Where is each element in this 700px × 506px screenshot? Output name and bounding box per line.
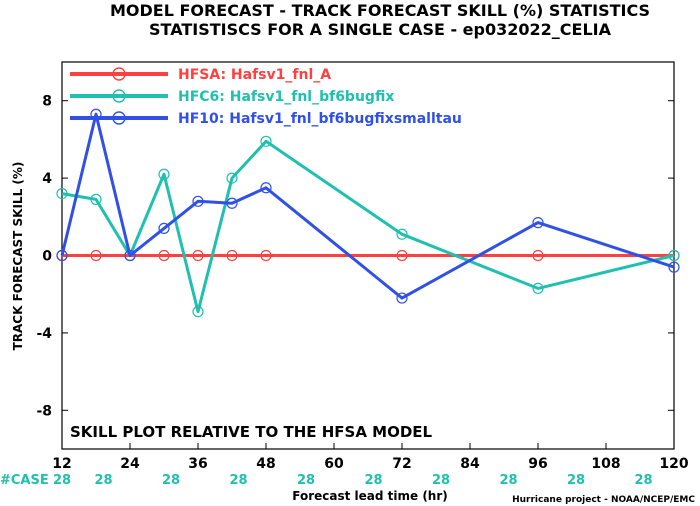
data-point-hfc6 xyxy=(260,135,272,147)
series-hfc6 xyxy=(56,135,680,318)
x-tick-label: 36 xyxy=(188,456,207,472)
data-point-hfc6 xyxy=(56,187,68,200)
data-point-hf10 xyxy=(124,249,136,262)
data-point-hf10 xyxy=(192,195,204,207)
y-tick-label: 8 xyxy=(42,94,52,110)
legend-marker-hfsa xyxy=(112,67,126,81)
data-point-hfc6 xyxy=(668,249,680,262)
series-layer xyxy=(56,108,680,318)
data-point-hf10 xyxy=(396,292,408,304)
x-tick-label: 84 xyxy=(460,456,480,472)
data-point-hfsa xyxy=(158,249,170,262)
x-tick-label: 60 xyxy=(324,456,344,472)
legend-label-hf10: HF10: Hafsv1_fnl_bf6bugfixsmalltau xyxy=(178,111,462,127)
data-point-hfsa xyxy=(192,249,204,262)
credit-text: Hurricane project - NOAA/NCEP/EMC xyxy=(512,495,695,505)
y-tick-label: -4 xyxy=(36,326,52,342)
case-label: #CASE xyxy=(0,473,49,488)
data-point-hf10 xyxy=(226,197,238,209)
case-count: 28 xyxy=(499,473,517,488)
x-tick-label: 120 xyxy=(659,456,688,472)
data-point-hfsa xyxy=(396,249,408,262)
series-line-hfc6 xyxy=(61,139,675,314)
case-count: 28 xyxy=(94,473,112,488)
x-tick-label: 24 xyxy=(120,456,140,472)
case-count: 28 xyxy=(567,473,585,488)
x-tick-label: 96 xyxy=(528,456,547,472)
data-point-hfc6 xyxy=(90,193,102,205)
y-tick-label: -8 xyxy=(36,403,52,419)
chart-title: MODEL FORECAST - TRACK FORECAST SKILL (%… xyxy=(110,1,650,20)
case-count: 28 xyxy=(229,473,247,488)
legend: HFSA: Hafsv1_fnl_A HFC6: Hafsv1_fnl_bf6bu… xyxy=(70,67,462,127)
case-count: 28 xyxy=(634,473,652,488)
data-point-hfsa xyxy=(532,249,544,262)
case-count: 28 xyxy=(364,473,382,488)
data-point-hfc6 xyxy=(532,282,544,294)
case-count: 28 xyxy=(53,473,71,488)
data-point-hfc6 xyxy=(192,306,204,318)
data-point-hfsa xyxy=(260,249,272,262)
x-tick-label: 72 xyxy=(392,456,411,472)
data-point-hfc6 xyxy=(158,168,170,180)
data-point-hf10 xyxy=(158,222,170,235)
x-axis-ticks: 12 24 36 48 60 72 84 96 108 120 xyxy=(52,443,689,472)
data-point-hfc6 xyxy=(226,172,238,184)
data-point-hfsa xyxy=(226,249,238,262)
data-point-hf10 xyxy=(260,182,272,194)
data-point-hf10 xyxy=(56,249,68,262)
series-line-hf10 xyxy=(60,112,675,300)
data-point-hf10 xyxy=(532,217,544,229)
legend-label-hfc6: HFC6: Hafsv1_fnl_bf6bugfix xyxy=(178,89,394,105)
case-count: 28 xyxy=(432,473,450,488)
y-tick-label: 0 xyxy=(42,249,52,265)
series-hf10 xyxy=(56,108,680,304)
y-tick-label: 4 xyxy=(42,171,52,187)
data-point-hfsa xyxy=(90,249,102,262)
x-tick-label: 12 xyxy=(52,456,71,472)
y-axis-ticks: -8 -4 0 4 8 xyxy=(36,94,674,419)
legend-marker-hf10 xyxy=(112,111,126,125)
case-count: 28 xyxy=(297,473,315,488)
case-count: 28 xyxy=(162,473,180,488)
data-point-hfc6 xyxy=(396,228,408,240)
x-axis-label: Forecast lead time (hr) xyxy=(292,489,448,503)
data-point-hf10 xyxy=(668,261,680,273)
x-tick-label: 48 xyxy=(256,456,275,472)
chart-subtitle: STATISTISCS FOR A SINGLE CASE - ep032022… xyxy=(149,20,612,39)
case-count-row: 2828282828282828282828 xyxy=(53,473,653,488)
skill-plot-note: SKILL PLOT RELATIVE TO THE HFSA MODEL xyxy=(70,423,433,441)
y-axis-label: TRACK FORECAST SKILL (%) xyxy=(11,162,25,351)
x-tick-label: 108 xyxy=(591,456,620,472)
legend-label-hfsa: HFSA: Hafsv1_fnl_A xyxy=(178,67,331,83)
legend-marker-hfc6 xyxy=(112,89,126,103)
series-hfsa xyxy=(56,249,680,262)
